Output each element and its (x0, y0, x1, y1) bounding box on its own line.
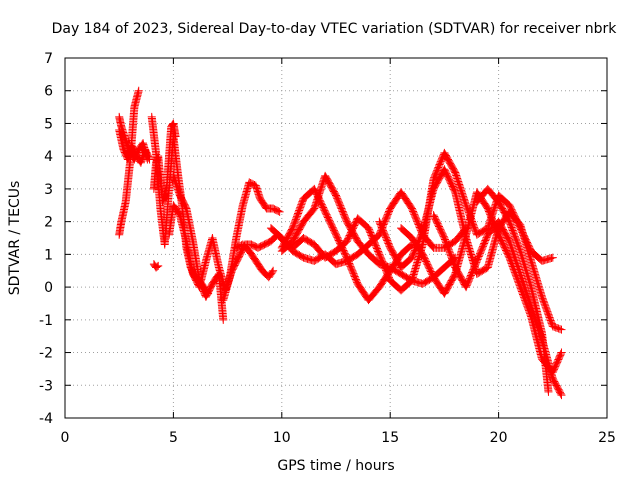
series-track-8 (169, 171, 228, 324)
y-tick-label: -4 (39, 411, 53, 427)
data-point (269, 266, 278, 275)
data-point (275, 207, 284, 216)
y-tick-label: -2 (39, 346, 53, 362)
data-point (171, 132, 180, 141)
data-point (548, 253, 557, 262)
series-track-18 (472, 184, 553, 396)
y-axis-ticks: -4 -3 -2 -1 0 1 2 3 4 5 6 7 (39, 51, 607, 427)
series-track-6 (149, 260, 163, 272)
data-point (557, 391, 566, 400)
series-track-5 (149, 119, 180, 206)
data-point (557, 325, 566, 334)
y-tick-label: 0 (44, 280, 53, 296)
series-track-3 (115, 112, 152, 164)
y-tick-label: 2 (44, 215, 53, 231)
data-point-interp (556, 389, 565, 398)
data-point-interp (261, 203, 270, 212)
series-track-10 (232, 240, 278, 282)
x-axis-ticks: 0 5 10 15 20 25 (61, 58, 616, 446)
data-point (154, 261, 163, 270)
y-tick-label: 6 (44, 84, 53, 100)
plot-frame (64, 57, 608, 419)
data-point (219, 315, 228, 324)
y-tick-label: 3 (44, 182, 53, 198)
x-tick-label: 10 (273, 430, 291, 446)
series-track-13 (277, 171, 460, 288)
data-point-interp (556, 349, 565, 358)
x-tick-label: 0 (61, 430, 70, 446)
y-tick-label: -3 (39, 378, 53, 394)
chart-title: Day 184 of 2023, Sidereal Day-to-day VTE… (52, 21, 618, 37)
x-axis-label: GPS time / hours (277, 458, 394, 474)
y-axis-label: SDTVAR / TECUs (7, 181, 23, 296)
y-tick-label: 4 (44, 149, 53, 165)
data-point (143, 155, 152, 164)
data-point-interp (274, 207, 283, 216)
y-tick-label: -1 (39, 313, 53, 329)
data-point-interp (556, 325, 565, 334)
y-tick-label: 1 (44, 247, 53, 263)
x-tick-label: 20 (490, 430, 508, 446)
data-point-interp (268, 268, 277, 277)
x-tick-label: 15 (381, 430, 399, 446)
data-point (557, 348, 566, 357)
x-tick-label: 25 (598, 430, 616, 446)
data-point (134, 86, 143, 95)
series-track-9 (219, 178, 284, 305)
y-tick-label: 7 (44, 51, 53, 67)
data-marks (115, 86, 566, 400)
x-tick-label: 5 (169, 430, 178, 446)
data-point-interp (153, 262, 162, 271)
data-point (544, 387, 553, 396)
y-tick-label: 5 (44, 116, 53, 132)
